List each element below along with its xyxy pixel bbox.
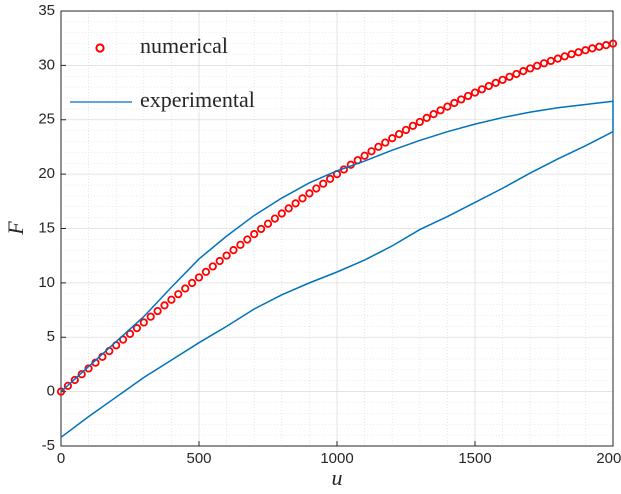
data-point (401, 125, 411, 135)
x-tick-label: 500 (186, 450, 211, 467)
data-point (484, 81, 493, 91)
data-point (194, 273, 204, 282)
y-tick-label: 10 (38, 274, 55, 291)
y-tick-label: 30 (38, 56, 55, 73)
data-point (160, 301, 169, 310)
y-tick-label: 25 (38, 111, 55, 128)
data-point (553, 54, 562, 63)
data-point (243, 235, 252, 244)
data-point (574, 48, 583, 57)
data-point (388, 134, 397, 143)
data-point (201, 267, 210, 276)
y-tick-label: 35 (38, 2, 55, 19)
y-tick-label: 5 (47, 328, 55, 345)
data-point (319, 179, 328, 188)
data-point (153, 306, 162, 316)
data-point (477, 85, 486, 94)
data-point (470, 88, 480, 97)
data-point (519, 67, 528, 76)
data-point (374, 142, 383, 151)
data-point (457, 95, 466, 104)
x-tick-label: 1500 (458, 450, 491, 467)
data-point (56, 387, 66, 396)
data-point (463, 91, 473, 101)
data-point (325, 174, 335, 184)
data-point (236, 240, 245, 249)
data-point (70, 375, 79, 385)
data-point (560, 52, 569, 61)
y-tick-label: 0 (47, 383, 55, 400)
data-point (422, 113, 431, 123)
data-point (119, 335, 128, 344)
data-point (408, 121, 417, 130)
data-point (222, 251, 231, 260)
data-point (443, 102, 452, 111)
legend-marker (95, 43, 105, 53)
axes-box (60, 10, 614, 447)
data-point (512, 69, 521, 79)
data-point (394, 130, 404, 139)
y-tick-label: 15 (38, 219, 55, 236)
data-point (208, 262, 217, 271)
data-point (284, 204, 293, 213)
y-tick-label: -5 (42, 437, 55, 454)
legend-label: numerical (140, 33, 228, 58)
data-point (367, 147, 376, 156)
data-point (263, 219, 273, 228)
data-point (250, 230, 259, 239)
data-point (429, 109, 438, 119)
data-point (77, 370, 86, 379)
data-point (215, 256, 224, 266)
data-point (312, 184, 321, 193)
data-point (146, 312, 155, 321)
data-point (167, 295, 176, 304)
data-point (277, 209, 286, 218)
data-point (291, 199, 300, 208)
data-point (139, 318, 148, 327)
x-tick-label: 2000 (596, 450, 621, 467)
data-point (360, 151, 369, 160)
data-point (608, 39, 618, 48)
data-point (63, 381, 73, 390)
data-point (581, 46, 590, 55)
data-point (270, 214, 279, 223)
data-point (174, 290, 183, 299)
data-point (539, 59, 549, 68)
data-point (381, 138, 390, 147)
data-point (567, 50, 576, 59)
data-point (256, 224, 266, 234)
data-point (450, 98, 459, 108)
data-point (546, 56, 556, 66)
legend-label: experimental (140, 87, 255, 112)
data-point (305, 189, 314, 198)
data-point (498, 75, 507, 84)
data-point (84, 364, 93, 373)
y-tick-label: 20 (38, 165, 55, 182)
data-point (181, 284, 190, 293)
data-point (436, 106, 445, 115)
data-point (298, 194, 307, 203)
data-line (60, 100, 614, 438)
data-point (132, 324, 141, 333)
data-point (188, 278, 197, 288)
data-point (532, 61, 542, 70)
data-point (526, 64, 535, 73)
data-point (415, 117, 424, 127)
data-point (229, 246, 238, 255)
x-tick-label: 1000 (320, 450, 353, 467)
x-axis-label: u (332, 465, 343, 490)
data-point (505, 72, 514, 81)
x-tick-label: 0 (57, 450, 65, 467)
data-point (491, 78, 500, 87)
data-point (125, 329, 135, 338)
y-axis-label: F (3, 221, 28, 236)
